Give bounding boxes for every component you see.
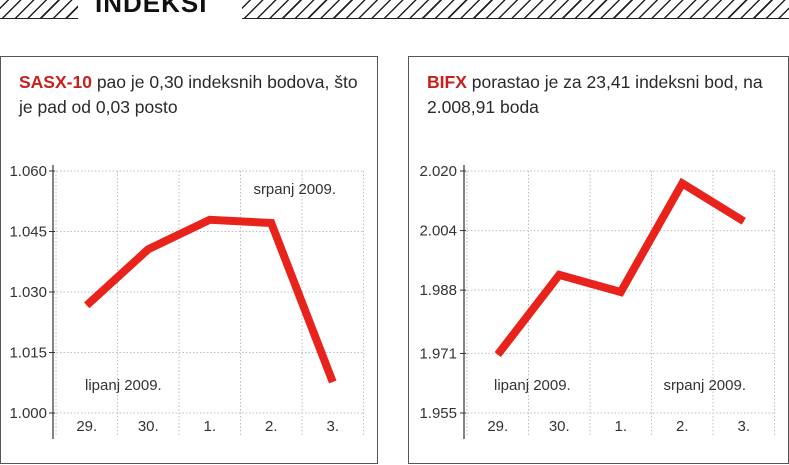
data-point [558,274,560,276]
y-tick-label: 1.988 [419,282,457,299]
chart-caption: SASX-10 pao je 0,30 indeksnih bodova, št… [19,70,364,120]
y-tick-label: 1.045 [9,224,47,241]
index-name: BIFX [427,72,467,92]
period-note-left: lipanj 2009. [85,377,162,394]
y-tick-label: 2.020 [419,163,457,180]
x-tick-label: 3. [737,418,750,435]
section-header: INDEKSI [0,0,789,22]
index-name: SASX-10 [19,72,92,92]
y-tick-label: 1.015 [9,345,47,362]
line-chart-sasx10: 1.000 1.015 1.030 1.045 1.060 29. 30. 1. 2. 3. lip… [9,163,364,439]
data-point [332,381,334,383]
x-tick-label: 29. [487,418,508,435]
caption-text: pao je 0,30 indeksnih bodova, što je pad… [19,72,358,117]
period-note-right: srpanj 2009. [663,377,746,394]
x-tick-label: 1. [614,418,627,435]
x-tick-label: 1. [203,418,216,435]
section-title: INDEKSI [95,0,208,18]
y-tick-label: 1.060 [9,163,47,180]
data-point [209,219,211,221]
series-line [84,215,337,384]
chart-panel-sasx10: SASX-10 pao je 0,30 indeksnih bodova, št… [0,56,378,464]
period-note-right: srpanj 2009. [253,181,336,198]
line-chart-bifx: 1.955 1.971 1.988 2.004 2.020 29. 30. 1. 2. 3. lip… [419,163,775,439]
data-point [620,291,622,293]
data-point [86,304,88,306]
chart-caption: BIFX porastao je za 23,41 indeksni bod, … [427,70,772,120]
data-point [497,354,499,356]
period-note-left: lipanj 2009. [494,377,571,394]
y-tick-label: 1.030 [9,284,47,301]
y-tick-label: 1.955 [419,405,457,422]
y-tick-label: 1.000 [9,405,47,422]
data-point [681,182,683,184]
caption-text: porastao je za 23,41 indeksni bod, na 2.… [427,72,763,117]
data-point [270,222,272,224]
chart-panel-bifx: BIFX porastao je za 23,41 indeksni bod, … [408,56,789,464]
x-tick-label: 2. [676,418,689,435]
data-point [147,248,149,250]
x-tick-label: 30. [138,418,159,435]
series-line [494,177,746,357]
x-tick-label: 3. [326,418,339,435]
hatch-decoration-left [0,0,78,19]
data-point [743,220,745,222]
y-tick-label: 1.971 [419,345,457,362]
x-tick-label: 2. [265,418,278,435]
y-tick-label: 2.004 [419,223,457,240]
x-tick-label: 29. [76,418,97,435]
hatch-decoration-right [242,0,789,19]
x-tick-label: 30. [549,418,570,435]
